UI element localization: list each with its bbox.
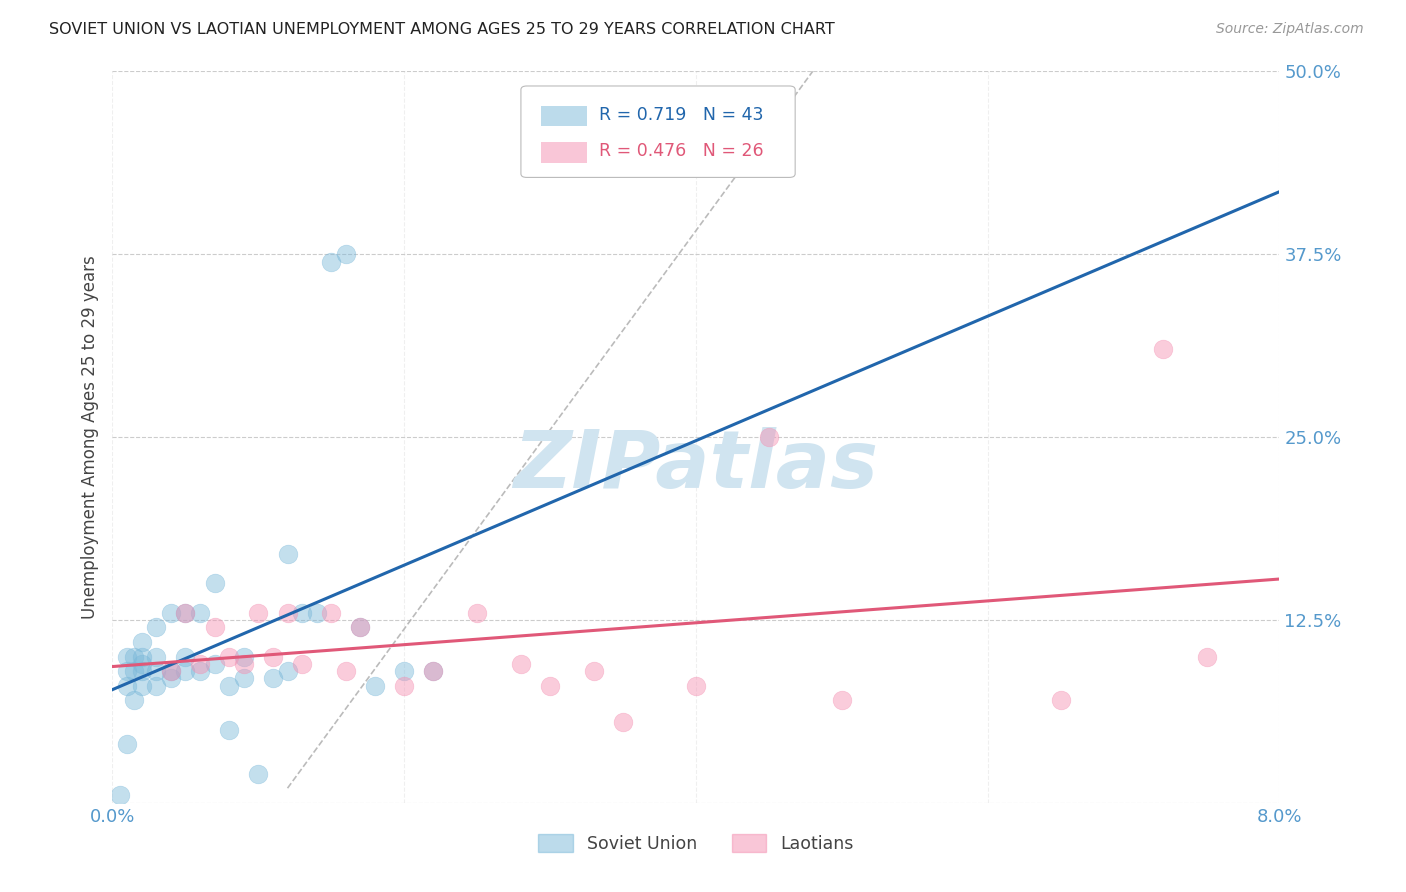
Point <box>232 649 254 664</box>
Point <box>262 649 284 664</box>
Point <box>115 737 138 751</box>
Point <box>1049 693 1071 707</box>
Point <box>392 679 416 693</box>
Point <box>291 657 314 671</box>
Point <box>247 766 270 780</box>
Point <box>204 657 226 671</box>
Text: ZIPatlas: ZIPatlas <box>513 427 879 506</box>
Point <box>262 672 284 686</box>
Point <box>276 606 298 620</box>
Point <box>174 664 197 678</box>
Point <box>124 649 146 664</box>
Point <box>131 664 153 678</box>
Point <box>174 606 197 620</box>
Point <box>349 620 371 634</box>
Point <box>509 657 531 671</box>
Point <box>204 576 226 591</box>
Point <box>232 657 254 671</box>
Point <box>131 657 153 671</box>
Point <box>108 789 131 803</box>
Point <box>131 649 153 664</box>
Text: R = 0.719   N = 43: R = 0.719 N = 43 <box>599 106 763 124</box>
Point <box>160 664 183 678</box>
Point <box>160 664 183 678</box>
Point <box>145 620 167 634</box>
Point <box>422 664 444 678</box>
Point <box>276 547 298 561</box>
Point <box>218 679 240 693</box>
Point <box>115 679 138 693</box>
Y-axis label: Unemployment Among Ages 25 to 29 years: Unemployment Among Ages 25 to 29 years <box>82 255 100 619</box>
Point <box>174 606 197 620</box>
FancyBboxPatch shape <box>520 86 796 178</box>
Point <box>1152 343 1174 357</box>
Text: Source: ZipAtlas.com: Source: ZipAtlas.com <box>1216 22 1364 37</box>
Point <box>145 679 167 693</box>
Point <box>188 657 211 671</box>
Point <box>174 649 197 664</box>
Point <box>115 649 138 664</box>
Point <box>160 606 183 620</box>
Point <box>218 649 240 664</box>
Point <box>247 606 270 620</box>
Text: R = 0.476   N = 26: R = 0.476 N = 26 <box>599 142 763 160</box>
Point <box>145 664 167 678</box>
Point <box>218 723 240 737</box>
Point <box>124 693 146 707</box>
Point <box>349 620 371 634</box>
Point <box>1195 649 1218 664</box>
Point <box>422 664 444 678</box>
Point <box>335 247 357 261</box>
Point <box>538 679 561 693</box>
FancyBboxPatch shape <box>541 106 588 127</box>
Point <box>305 606 328 620</box>
Point <box>204 620 226 634</box>
Point <box>115 664 138 678</box>
Point <box>124 664 146 678</box>
Point <box>291 606 314 620</box>
FancyBboxPatch shape <box>541 143 588 162</box>
Point <box>612 715 634 730</box>
Point <box>335 664 357 678</box>
Point <box>685 679 707 693</box>
Point <box>232 672 254 686</box>
Point <box>276 664 298 678</box>
Point <box>831 693 853 707</box>
Point <box>321 606 343 620</box>
Point <box>188 606 211 620</box>
Legend: Soviet Union, Laotians: Soviet Union, Laotians <box>531 827 860 860</box>
Point <box>160 672 183 686</box>
Text: SOVIET UNION VS LAOTIAN UNEMPLOYMENT AMONG AGES 25 TO 29 YEARS CORRELATION CHART: SOVIET UNION VS LAOTIAN UNEMPLOYMENT AMO… <box>49 22 835 37</box>
Point <box>582 664 605 678</box>
Point <box>364 679 387 693</box>
Point <box>392 664 416 678</box>
Point <box>131 635 153 649</box>
Point <box>465 606 488 620</box>
Point <box>321 254 343 268</box>
Point <box>758 430 780 444</box>
Point <box>188 664 211 678</box>
Point <box>131 679 153 693</box>
Point <box>145 649 167 664</box>
